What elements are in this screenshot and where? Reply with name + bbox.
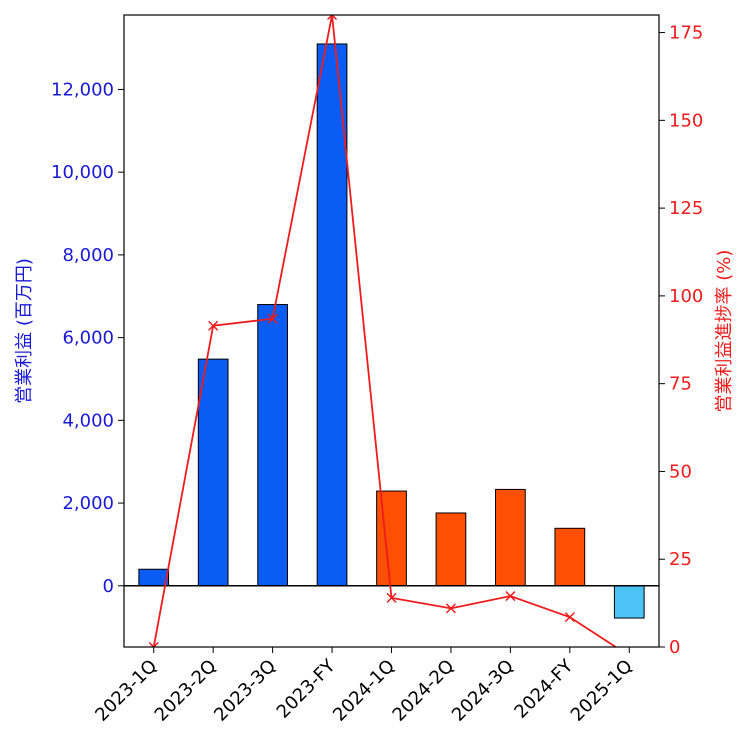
right-axis-label: 営業利益進捗率 (%) <box>714 250 735 413</box>
left-y-axis: 0 2,000 4,000 6,000 8,000 10,000 12,000 <box>51 79 124 597</box>
right-y-axis: 0 25 50 75 100 125 150 175 <box>659 23 703 658</box>
bar-2024-2Q <box>435 512 467 587</box>
left-tick-label: 10,000 <box>51 162 114 183</box>
bar-2023-2Q <box>197 358 229 587</box>
bar-2023-3Q <box>257 304 288 587</box>
left-tick-label: 4,000 <box>62 410 114 431</box>
left-tick-label: 2,000 <box>62 493 114 514</box>
x-tick-label: 2024-1Q <box>329 656 399 726</box>
bar-series <box>138 43 645 619</box>
left-tick-label: 8,000 <box>62 245 114 266</box>
progress-marker-2024-2Q <box>445 603 456 614</box>
progress-marker-2023-2Q <box>208 320 219 331</box>
progress-marker-2024-FY <box>564 612 575 623</box>
right-tick-label: 100 <box>669 286 703 307</box>
progress-marker-2023-1Q <box>148 641 159 647</box>
right-tick-label: 50 <box>669 461 692 482</box>
x-tick-label: 2025-1Q <box>567 656 637 726</box>
left-tick-label: 6,000 <box>62 328 114 349</box>
x-tick-label: 2024-2Q <box>389 656 459 726</box>
progress-marker-2023-FY <box>327 15 338 21</box>
bar-2023-1Q <box>138 568 170 587</box>
x-tick-label: 2023-2Q <box>151 656 221 726</box>
x-tick-label: 2023-3Q <box>210 656 280 726</box>
right-tick-label: 175 <box>669 23 703 44</box>
bar-2025-1Q <box>613 585 645 619</box>
right-tick-label: 125 <box>669 198 703 219</box>
progress-marker-2023-3Q <box>267 313 278 324</box>
right-tick-label: 0 <box>669 637 680 658</box>
progress-marker-2024-1Q <box>386 592 397 603</box>
x-tick-label: 2024-3Q <box>448 656 518 726</box>
left-tick-label: 0 <box>103 576 114 597</box>
right-tick-label: 25 <box>669 549 692 570</box>
bar-2024-FY <box>554 527 586 587</box>
right-tick-label: 75 <box>669 374 692 395</box>
left-axis-label: 営業利益 (百万円) <box>14 258 35 404</box>
bar-2024-1Q <box>376 490 407 587</box>
x-axis: 2023-1Q2023-2Q2023-3Q2023-FY2024-1Q2024-… <box>91 647 637 726</box>
left-tick-label: 12,000 <box>51 79 114 100</box>
x-tick-label: 2023-1Q <box>91 656 161 726</box>
bar-2024-3Q <box>495 488 526 587</box>
right-tick-label: 150 <box>669 110 703 131</box>
progress-marker-2024-3Q <box>505 591 516 602</box>
progress-line-series <box>148 15 618 647</box>
bar-2023-FY <box>316 43 348 587</box>
